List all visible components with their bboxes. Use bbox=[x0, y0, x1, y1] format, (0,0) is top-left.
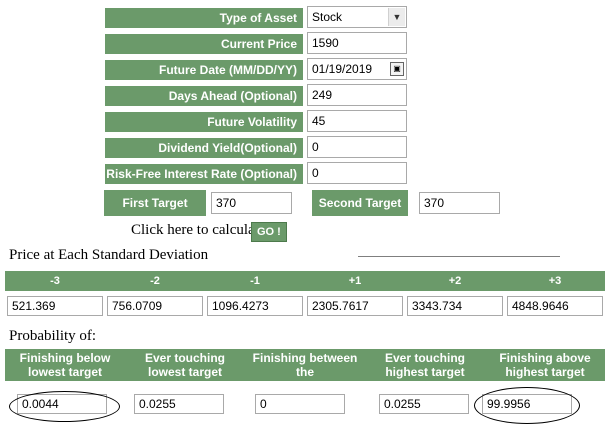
probability-value-input[interactable] bbox=[379, 394, 469, 414]
highlight-ellipse-right bbox=[474, 387, 580, 424]
std-dev-value-input[interactable] bbox=[307, 296, 403, 316]
std-dev-header: -1 bbox=[250, 275, 260, 287]
chevron-down-icon[interactable]: ▼ bbox=[388, 8, 405, 26]
std-dev-header: -3 bbox=[50, 275, 60, 287]
std-dev-value-input[interactable] bbox=[407, 296, 503, 316]
calendar-icon[interactable]: ▣ bbox=[390, 62, 404, 76]
current-price-label: Current Price bbox=[105, 34, 303, 54]
dividend-yield-label: Dividend Yield(Optional) bbox=[105, 138, 303, 158]
first-target-label: First Target bbox=[104, 190, 206, 216]
probability-header-line: two targets bbox=[272, 379, 337, 393]
current-price-input[interactable] bbox=[307, 32, 407, 54]
dividend-yield-input[interactable] bbox=[307, 136, 407, 158]
std-dev-header-bar bbox=[5, 271, 605, 291]
future-date-input[interactable]: 01/19/2019 ▣ bbox=[307, 58, 407, 80]
highlight-ellipse-left bbox=[9, 391, 120, 422]
probability-header-line: lowest target bbox=[147, 365, 222, 379]
probability-header-line: Finishing above bbox=[499, 351, 591, 365]
probability-header-line: Finishing below bbox=[19, 351, 111, 365]
probability-header: Finishing between the two targets bbox=[245, 351, 365, 393]
std-dev-header: +1 bbox=[348, 275, 362, 287]
second-target-input[interactable] bbox=[419, 192, 500, 214]
probability-header-line: Ever touching bbox=[384, 351, 465, 365]
probability-header-line: highest target bbox=[385, 365, 465, 379]
probability-header-line: Ever touching bbox=[144, 351, 225, 365]
go-button[interactable]: GO ! bbox=[251, 222, 287, 242]
future-volatility-label: Future Volatility bbox=[105, 112, 303, 132]
second-target-label: Second Target bbox=[312, 190, 408, 216]
risk-free-rate-label: Risk-Free Interest Rate (Optional) bbox=[105, 164, 303, 184]
probability-header-bar bbox=[5, 349, 605, 381]
std-dev-header: +2 bbox=[448, 275, 462, 287]
probability-header-line: Finishing between the bbox=[252, 351, 358, 379]
section-divider bbox=[358, 256, 560, 257]
std-dev-value-input[interactable] bbox=[507, 296, 603, 316]
first-target-input[interactable] bbox=[211, 192, 292, 214]
type-of-asset-label: Type of Asset bbox=[105, 8, 303, 28]
days-ahead-input[interactable] bbox=[307, 84, 407, 106]
std-dev-header: +3 bbox=[548, 275, 562, 287]
days-ahead-label: Days Ahead (Optional) bbox=[105, 86, 303, 106]
std-dev-title: Price at Each Standard Deviation bbox=[9, 247, 209, 263]
std-dev-value-input[interactable] bbox=[107, 296, 203, 316]
future-date-label: Future Date (MM/DD/YY) bbox=[105, 60, 303, 80]
probability-header-line: lowest target bbox=[27, 365, 102, 379]
type-of-asset-select[interactable]: Stock ▼ bbox=[307, 6, 407, 28]
probability-header-line: highest target bbox=[505, 365, 585, 379]
probability-header: Ever touching highest target bbox=[365, 351, 485, 379]
std-dev-value-input[interactable] bbox=[207, 296, 303, 316]
type-of-asset-value: Stock bbox=[312, 10, 343, 24]
probability-header: Finishing above highest target bbox=[485, 351, 605, 379]
probability-header: Ever touching lowest target bbox=[125, 351, 245, 379]
probability-title: Probability of: bbox=[9, 328, 97, 344]
future-date-value: 01/19/2019 bbox=[312, 62, 373, 76]
std-dev-value-input[interactable] bbox=[7, 296, 103, 316]
probability-header: Finishing below lowest target bbox=[5, 351, 125, 379]
probability-value-input[interactable] bbox=[134, 394, 224, 414]
probability-value-input[interactable] bbox=[255, 394, 345, 414]
calculate-text: Click here to calculate bbox=[131, 222, 266, 238]
future-volatility-input[interactable] bbox=[307, 110, 407, 132]
std-dev-header: -2 bbox=[150, 275, 160, 287]
risk-free-rate-input[interactable] bbox=[307, 162, 407, 184]
